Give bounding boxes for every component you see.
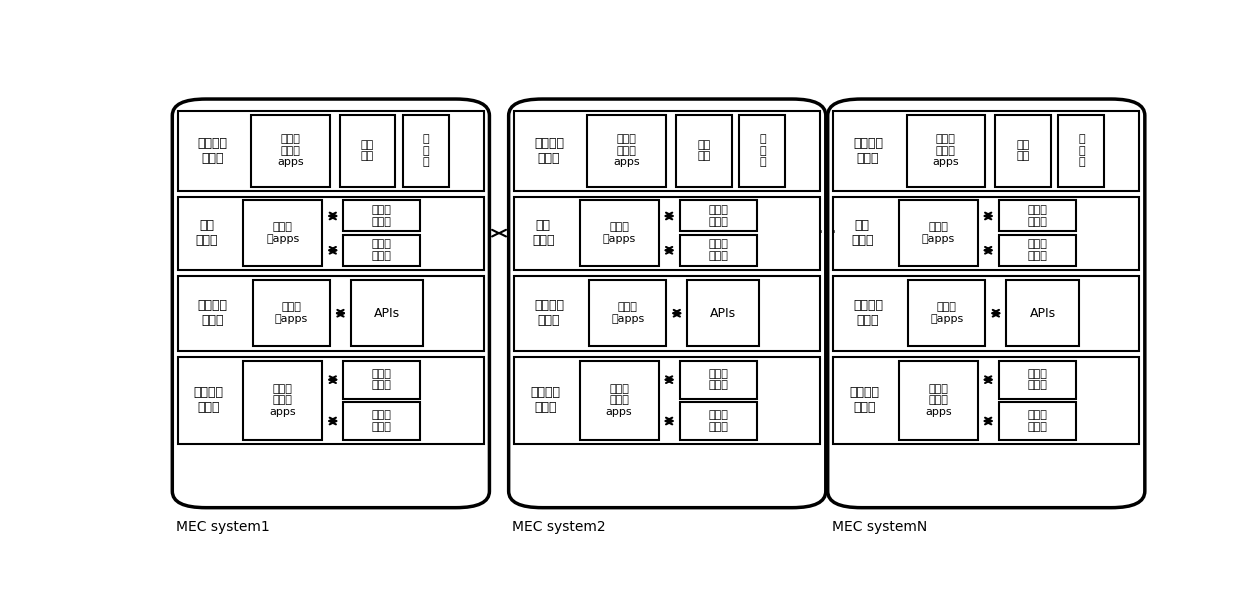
Text: MEC system2: MEC system2 [512,520,606,534]
Bar [343,201,420,231]
Text: 路由应
用apps: 路由应 用apps [921,222,955,244]
Bar [998,402,1075,440]
Text: 平台管
理应用
apps: 平台管 理应用 apps [269,384,296,417]
Text: 网络连
接模块: 网络连 接模块 [708,240,728,261]
Text: 基础设
施应用
apps: 基础设 施应用 apps [932,134,960,167]
Bar [179,276,484,351]
Text: APIs: APIs [711,307,737,320]
Bar [739,115,785,187]
Bar [676,115,732,187]
Bar [906,115,986,187]
Bar [909,281,986,346]
Text: 网络连
接模块: 网络连 接模块 [1027,240,1047,261]
Text: 能力应
用apps: 能力应 用apps [275,303,308,324]
Text: 能力应
用apps: 能力应 用apps [611,303,645,324]
Text: 平台管理
子系统: 平台管理 子系统 [849,386,879,414]
Bar [179,197,484,270]
Text: 资源调
度模块: 资源调 度模块 [708,369,728,390]
Text: 数据转
发模块: 数据转 发模块 [372,205,392,227]
Bar [403,115,449,187]
Text: 基础设施
子系统: 基础设施 子系统 [534,137,564,165]
Text: 基础设施
子系统: 基础设施 子系统 [853,137,883,165]
Text: 数据转
发模块: 数据转 发模块 [708,205,728,227]
Text: 健康监
测模块: 健康监 测模块 [708,410,728,432]
FancyBboxPatch shape [508,99,826,508]
Text: 能力应
用apps: 能力应 用apps [930,303,963,324]
Bar [994,115,1050,187]
Text: 基础设施
子系统: 基础设施 子系统 [197,137,228,165]
Bar [515,276,820,351]
Bar [250,115,330,187]
Text: MEC system1: MEC system1 [176,520,270,534]
Bar [253,281,330,346]
Bar [833,357,1140,444]
Text: 平台管理
子系统: 平台管理 子系统 [531,386,560,414]
Text: 资源调
度模块: 资源调 度模块 [1027,369,1047,390]
Text: 平台管理
子系统: 平台管理 子系统 [193,386,223,414]
Bar [998,361,1075,399]
Bar [343,361,420,399]
Text: 平台管
理应用
apps: 平台管 理应用 apps [925,384,951,417]
Text: 能力开放
子系统: 能力开放 子系统 [853,300,883,327]
Text: MEC systemN: MEC systemN [832,520,926,534]
Text: 基础设
施应用
apps: 基础设 施应用 apps [278,134,304,167]
Bar [1058,115,1105,187]
Text: 资
源
池: 资 源 池 [1078,134,1085,167]
FancyBboxPatch shape [828,99,1145,508]
Text: 网络
模块: 网络 模块 [361,140,374,162]
Text: 资
源
池: 资 源 池 [759,134,765,167]
Bar [515,357,820,444]
Bar [179,111,484,191]
Text: 健康监
测模块: 健康监 测模块 [1027,410,1047,432]
Bar [179,357,484,444]
Text: 能力开放
子系统: 能力开放 子系统 [197,300,228,327]
Text: 基础设
施应用
apps: 基础设 施应用 apps [614,134,640,167]
Text: 能力开放
子系统: 能力开放 子系统 [534,300,564,327]
Bar [998,201,1075,231]
Text: 数据转
发模块: 数据转 发模块 [1027,205,1047,227]
Text: 网络
模块: 网络 模块 [697,140,711,162]
Bar [343,402,420,440]
Bar [998,235,1075,266]
Bar [1007,281,1079,346]
Text: 路由
子系统: 路由 子系统 [532,219,554,247]
Text: 平台管
理应用
apps: 平台管 理应用 apps [606,384,632,417]
Text: 网络
模块: 网络 模块 [1016,140,1029,162]
Bar [243,201,322,266]
Bar [899,361,977,440]
Text: APIs: APIs [374,307,401,320]
Bar [243,361,322,440]
Bar [343,235,420,266]
Bar [680,201,756,231]
Text: ···: ··· [816,223,837,243]
Text: 路由应
用apps: 路由应 用apps [603,222,636,244]
Bar [580,361,658,440]
Bar [580,201,658,266]
Bar [588,115,666,187]
Bar [833,276,1140,351]
Bar [687,281,759,346]
Bar [340,115,396,187]
Bar [589,281,666,346]
Bar [351,281,423,346]
Text: 健康监
测模块: 健康监 测模块 [372,410,392,432]
Bar [515,111,820,191]
Bar [833,111,1140,191]
Bar [680,235,756,266]
Bar [680,402,756,440]
Text: 路由
子系统: 路由 子系统 [196,219,218,247]
Text: 资源调
度模块: 资源调 度模块 [372,369,392,390]
Bar [515,197,820,270]
Text: 路由应
用apps: 路由应 用apps [267,222,299,244]
Text: 路由
子系统: 路由 子系统 [851,219,873,247]
Bar [833,197,1140,270]
Bar [899,201,977,266]
Bar [680,361,756,399]
Text: 资
源
池: 资 源 池 [423,134,429,167]
Text: 网络连
接模块: 网络连 接模块 [372,240,392,261]
Text: APIs: APIs [1029,307,1055,320]
FancyBboxPatch shape [172,99,490,508]
